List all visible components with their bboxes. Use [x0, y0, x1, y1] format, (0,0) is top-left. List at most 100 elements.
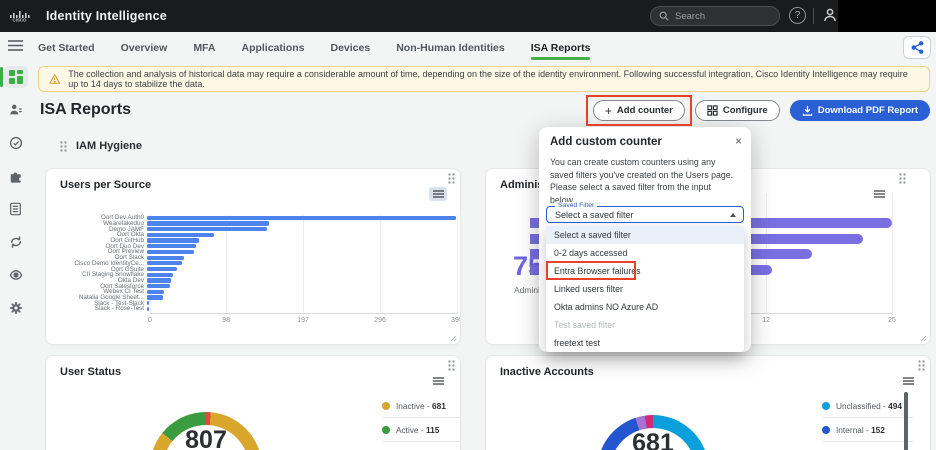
rail-integrations-icon[interactable] [4, 165, 28, 187]
plus-icon: + [604, 103, 612, 118]
drag-handle-icon[interactable] [918, 360, 925, 371]
rail-monitor-icon[interactable] [4, 264, 28, 286]
nav-tab-devices[interactable]: Devices [330, 42, 371, 54]
page-actions: + Add counter Configure Download PDF Rep… [585, 95, 930, 126]
drag-handle-icon[interactable] [60, 140, 67, 152]
inactive-accounts-donut: 681 [597, 415, 709, 450]
primary-nav: Get Started Overview MFA Applications Device… [38, 32, 936, 62]
download-icon [802, 105, 812, 116]
bar-row: Natalia Google Sheet... [54, 294, 456, 301]
download-pdf-button[interactable]: Download PDF Report [789, 100, 930, 121]
user-status-donut: 807 [150, 412, 262, 450]
card-users-per-source: Users per Source Oort Dev Auth0 Wearefake… [45, 168, 461, 345]
bar-row: Oort Dev Auth0 [54, 214, 456, 221]
chart-menu-icon[interactable] [899, 374, 917, 388]
section-header: IAM Hygiene [60, 140, 142, 152]
card-user-status: User Status 807 Inactive - 681 Active - 1… [45, 355, 461, 450]
nav-tab-isa-reports[interactable]: ISA Reports [530, 34, 590, 60]
resize-corner-icon[interactable] [920, 335, 927, 342]
saved-filter-dropdown: Select a saved filter 0-2 days accessed En… [546, 226, 744, 352]
nav-tab-overview[interactable]: Overview [120, 42, 168, 54]
legend-item: Inactive - 681 [382, 394, 460, 417]
card-title: Inactive Accounts [500, 366, 594, 378]
header-divider [813, 8, 814, 24]
chart-menu-icon[interactable] [870, 187, 888, 201]
dialog-title: Add custom counter [550, 136, 662, 148]
close-icon[interactable]: × [734, 134, 742, 148]
annotation-entra-option [546, 260, 636, 280]
legend-item: Active - 115 [382, 417, 460, 441]
dropdown-option-select-a-saved-filter[interactable]: Select a saved filter [546, 226, 744, 244]
x-axis-ticks: 098197296395 [148, 317, 460, 324]
donut-total: 807 [185, 426, 227, 450]
search-placeholder: Search [675, 10, 706, 22]
chart-menu-icon[interactable] [429, 187, 447, 201]
legend-scrollbar[interactable] [904, 392, 908, 450]
bar-row: CII Staging Snowflake [54, 271, 456, 278]
bar-row: Cisco Demo IdentityCe... [54, 260, 456, 267]
select-value: Select a saved filter [555, 209, 634, 220]
legend-item: Service Account - 19 [822, 441, 914, 450]
rail-sync-icon[interactable] [4, 231, 28, 253]
bar-row: Oort Duo Dev [54, 243, 456, 250]
bar-row: Slack - Test-Slack [54, 300, 456, 307]
drag-handle-icon[interactable] [448, 360, 455, 371]
nav-tab-mfa[interactable]: MFA [193, 42, 216, 54]
bar-row: Wearefakeduo [54, 220, 456, 227]
app-title: Identity Intelligence [46, 9, 167, 23]
dialog-body-text: You can create custom counters using any… [550, 157, 734, 205]
drag-handle-icon[interactable] [899, 173, 906, 184]
grid-icon [707, 105, 718, 116]
legend-item: Unclassified - 494 [822, 394, 914, 417]
info-banner: The collection and analysis of historica… [38, 66, 930, 92]
legend-item: Inconsistent - 11 [382, 441, 460, 450]
bar-row: Oort GSuite [54, 266, 456, 273]
bar-row: Oort Salesforce [54, 283, 456, 290]
configure-button[interactable]: Configure [694, 100, 780, 121]
cisco-logo: CISCO [10, 10, 36, 22]
bar-row: Okta Dev [54, 277, 456, 284]
bar-rows: Oort Dev Auth0 Wearefakeduo Demo JAMF Oort … [54, 214, 456, 312]
redacted-user-area [838, 0, 936, 32]
share-button[interactable] [903, 36, 931, 59]
chart-menu-icon[interactable] [429, 374, 447, 388]
banner-text: The collection and analysis of historica… [68, 69, 908, 89]
chevron-up-icon [730, 213, 736, 217]
rail-dashboard-icon[interactable] [0, 66, 28, 88]
saved-filter-select[interactable]: Saved Filter Select a saved filter [546, 202, 744, 223]
rail-checks-icon[interactable] [4, 132, 28, 154]
nav-tab-non-human-identities[interactable]: Non-Human Identities [396, 42, 505, 54]
add-counter-button[interactable]: + Add counter [592, 100, 685, 121]
resize-corner-icon[interactable] [450, 335, 457, 342]
dropdown-option-entra-browser-failures[interactable]: Entra Browser failures [546, 260, 744, 280]
dropdown-option-0-2-days-accessed[interactable]: 0-2 days accessed [554, 248, 628, 258]
top-header: CISCO Identity Intelligence Search ? [0, 0, 936, 32]
legend-item: Internal - 152 [822, 417, 914, 441]
bar-row: Webex CI Test [54, 288, 456, 295]
dropdown-option-linked-users-filter[interactable]: Linked users filter [554, 284, 623, 294]
menu-hamburger-icon[interactable] [8, 40, 23, 51]
donut-total: 681 [632, 429, 674, 450]
search-input[interactable]: Search [650, 6, 780, 26]
bar-row: Demo JAMF [54, 226, 456, 233]
user-account-icon[interactable] [822, 7, 838, 23]
rail-settings-icon[interactable] [4, 297, 28, 319]
drag-handle-icon[interactable] [448, 173, 455, 184]
nav-tab-get-started[interactable]: Get Started [38, 42, 95, 54]
rail-users-icon[interactable] [4, 99, 28, 121]
rail-logs-icon[interactable] [4, 198, 28, 220]
dropdown-option-okta-admins-no-azure-ad[interactable]: Okta admins NO Azure AD [554, 302, 659, 312]
dropdown-option-test-saved-filter[interactable]: Test saved filter [554, 320, 616, 330]
page-title: ISA Reports [40, 101, 131, 118]
bar-row: Oort Slack [54, 254, 456, 261]
svg-text:CISCO: CISCO [13, 18, 27, 22]
dropdown-option-freetext-test[interactable]: freetext test [554, 338, 600, 348]
help-icon[interactable]: ? [789, 7, 806, 24]
bar-row: Oort GitHub [54, 237, 456, 244]
nav-tab-applications[interactable]: Applications [241, 42, 305, 54]
card-inactive-accounts: Inactive Accounts 681 Unclassified - 494… [485, 355, 931, 450]
left-icon-rail [0, 62, 31, 450]
